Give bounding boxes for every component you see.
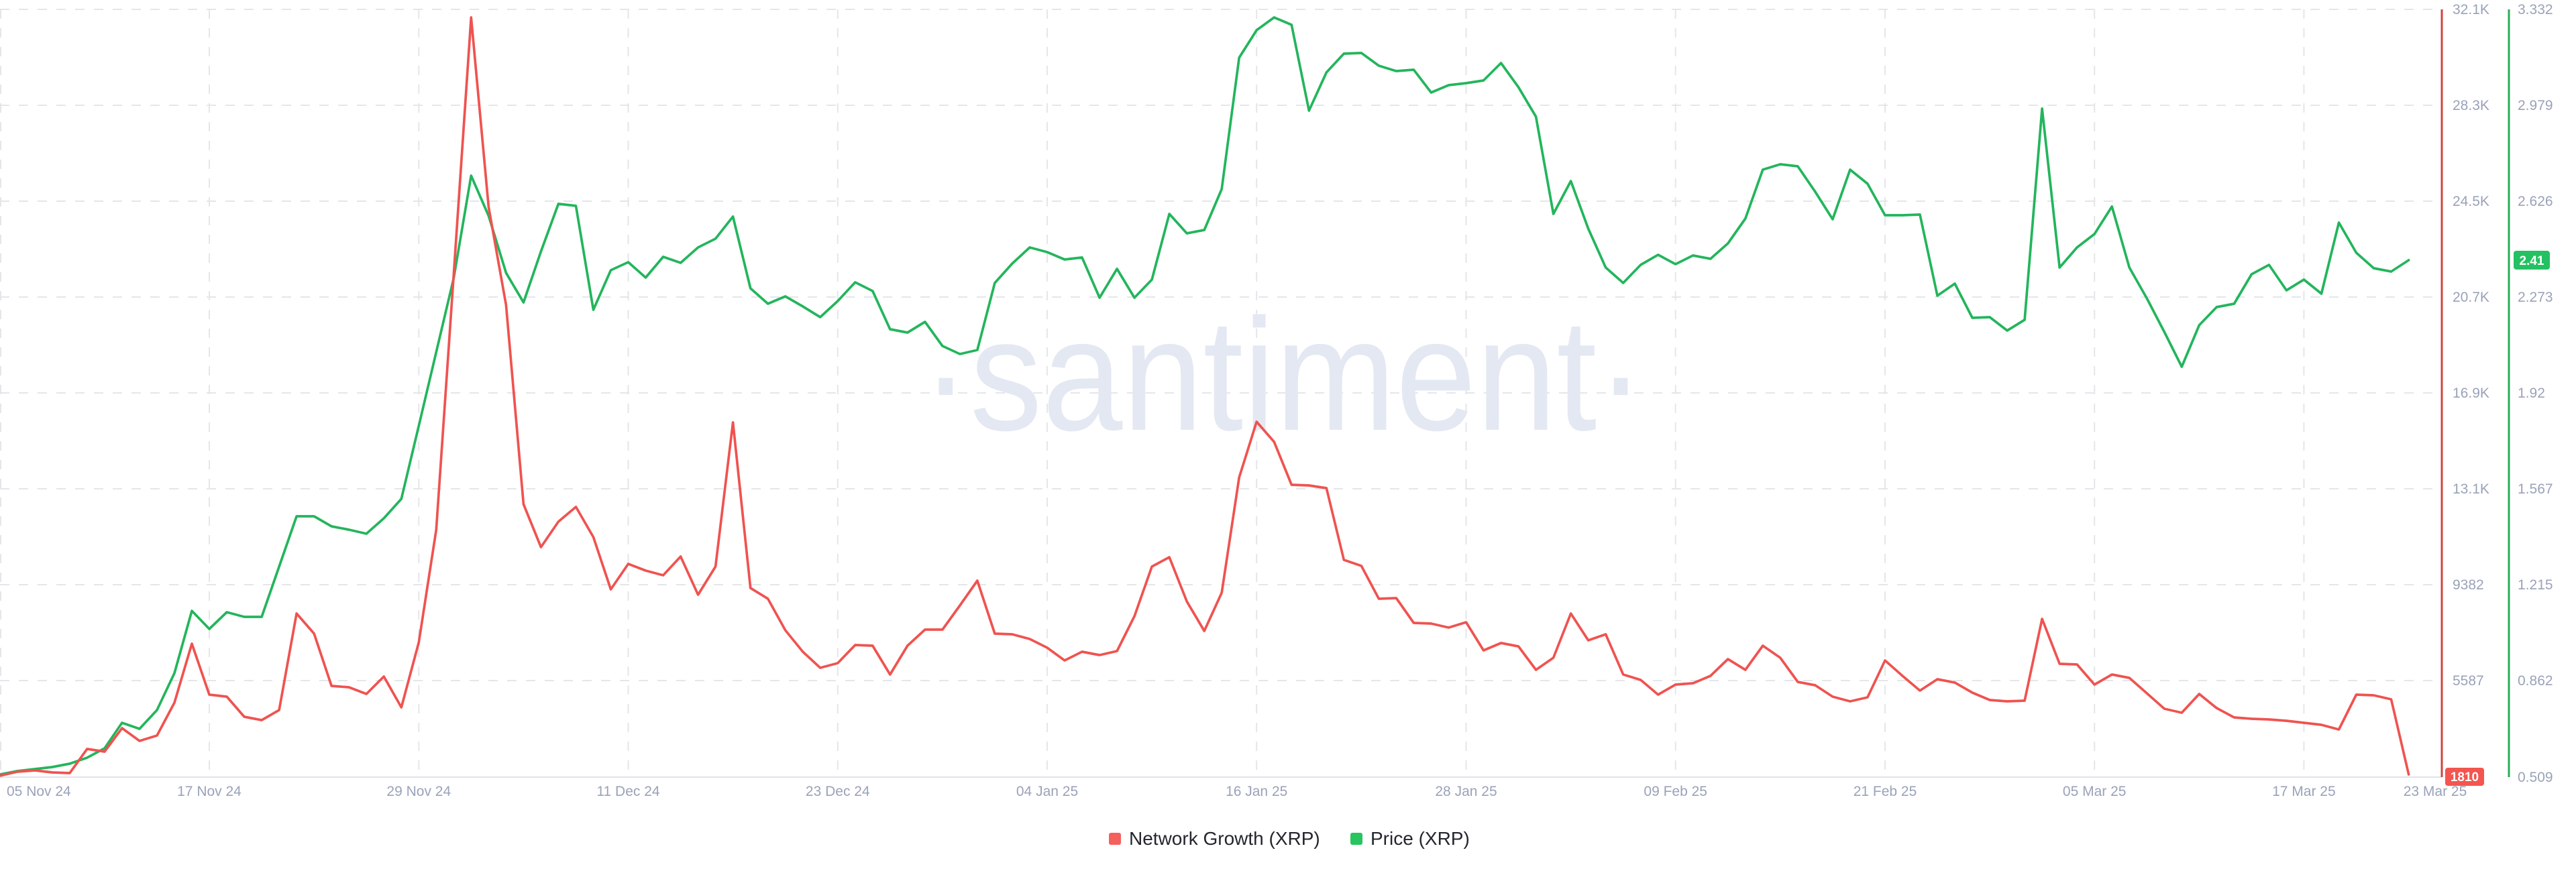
svg-text:1810: 1810 <box>2451 770 2479 784</box>
svg-text:2.979: 2.979 <box>2518 98 2553 113</box>
svg-text:0.862: 0.862 <box>2518 673 2553 689</box>
svg-text:3.332: 3.332 <box>2518 2 2553 17</box>
svg-text:16.9K: 16.9K <box>2453 386 2489 401</box>
svg-text:13.1K: 13.1K <box>2453 481 2489 497</box>
svg-text:23 Dec 24: 23 Dec 24 <box>806 784 870 799</box>
svg-text:2.41: 2.41 <box>2520 254 2544 268</box>
svg-text:32.1K: 32.1K <box>2453 2 2489 17</box>
svg-text:2.626: 2.626 <box>2518 194 2553 209</box>
svg-text:Network Growth (XRP): Network Growth (XRP) <box>1129 828 1320 849</box>
svg-text:11 Dec 24: 11 Dec 24 <box>596 784 659 799</box>
svg-text:1.567: 1.567 <box>2518 481 2553 497</box>
svg-text:17 Nov 24: 17 Nov 24 <box>177 784 241 799</box>
svg-text:23 Mar 25: 23 Mar 25 <box>2404 784 2467 799</box>
svg-text:28 Jan 25: 28 Jan 25 <box>1435 784 1497 799</box>
svg-text:29 Nov 24: 29 Nov 24 <box>386 784 451 799</box>
svg-text:17 Mar 25: 17 Mar 25 <box>2272 784 2336 799</box>
svg-text:05 Nov 24: 05 Nov 24 <box>7 784 71 799</box>
svg-text:5587: 5587 <box>2453 673 2484 689</box>
svg-text:Price (XRP): Price (XRP) <box>1371 828 1470 849</box>
svg-text:24.5K: 24.5K <box>2453 194 2489 209</box>
svg-text:0.509: 0.509 <box>2518 770 2553 785</box>
svg-text:28.3K: 28.3K <box>2453 98 2489 113</box>
svg-text:16 Jan 25: 16 Jan 25 <box>1226 784 1287 799</box>
svg-text:1.215: 1.215 <box>2518 577 2553 593</box>
svg-text:20.7K: 20.7K <box>2453 290 2489 305</box>
svg-text:9382: 9382 <box>2453 577 2484 593</box>
svg-text:04 Jan 25: 04 Jan 25 <box>1016 784 1078 799</box>
svg-text:·santiment·: ·santiment· <box>922 286 1645 464</box>
svg-text:1.92: 1.92 <box>2518 386 2545 401</box>
svg-text:21 Feb 25: 21 Feb 25 <box>1854 784 1917 799</box>
svg-text:05 Mar 25: 05 Mar 25 <box>2063 784 2127 799</box>
svg-text:09 Feb 25: 09 Feb 25 <box>1644 784 1707 799</box>
svg-text:2.273: 2.273 <box>2518 290 2553 305</box>
